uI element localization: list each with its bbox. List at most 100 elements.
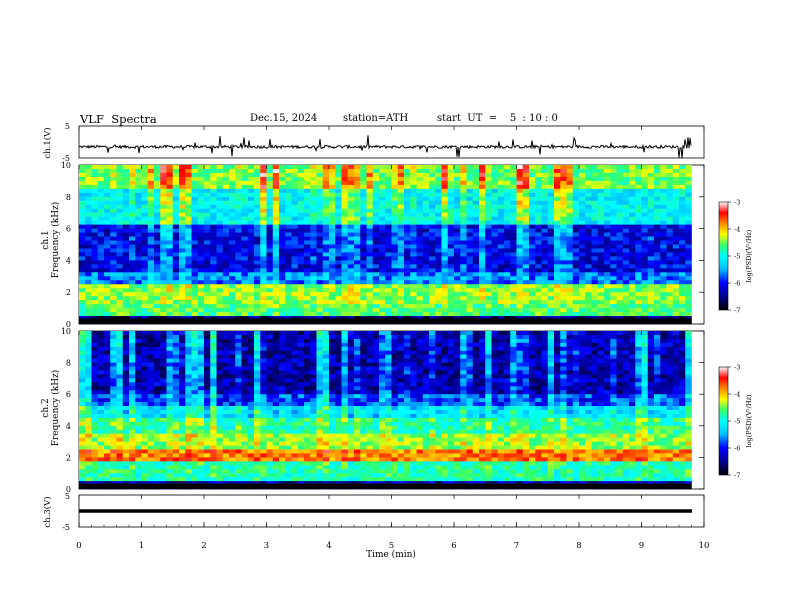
spectrogram-cell [185,280,192,285]
spectrogram-cell [429,366,436,371]
spectrogram-cell [541,264,549,269]
spectrogram-cell [354,180,361,186]
spectrogram-cell [166,208,174,213]
spectrogram-cell [647,228,655,233]
spectrogram-cell [154,342,161,348]
spectrogram-cell [229,212,236,217]
spectrogram-cell [529,244,536,249]
spectrogram-cell [685,184,692,190]
spectrogram-cell [360,354,367,359]
spectrogram-cell [416,350,424,355]
spectrogram-cell [372,366,380,371]
spectrogram-cell [635,268,642,273]
spectrogram-cell [604,176,611,182]
spectrogram-cell [272,228,280,233]
spectrogram-cell [629,180,636,186]
spectrogram-cell [685,300,692,305]
spectrogram-cell [360,184,367,190]
spectrogram-cell [97,240,105,245]
spectrogram-cell [647,216,655,221]
spectrogram-cell [472,204,480,210]
spectrogram-cell [566,331,574,336]
spectrogram-cell [566,176,574,182]
spectrogram-cell [435,220,442,225]
spectrogram-cell [635,292,642,297]
spectrogram-cell [91,316,99,321]
spectrogram-cell [316,272,324,277]
spectrogram-cell [360,228,367,233]
spectrogram-cell [210,220,217,225]
spectrogram-cell [341,184,349,190]
spectrogram-cell [85,200,92,206]
spectrogram-cell [597,180,605,186]
spectrogram-cell [391,204,399,210]
spectrogram-cell [579,284,586,289]
spectrogram-cell [372,252,380,257]
spectrogram-cell [491,220,499,225]
spectrogram-cell [660,304,667,309]
spectrogram-cell [322,232,330,237]
spectrogram-cell [497,200,505,206]
spectrogram-cell [391,212,399,217]
spectrogram-cell [504,244,511,249]
spectrogram-cell [79,338,86,344]
spectrogram-cell [122,224,130,229]
spectrogram-cell [254,316,261,321]
spectrogram-cell [279,172,286,178]
spectrogram-cell [422,342,430,348]
spectrogram-cell [541,228,549,233]
spectrogram-cell [579,192,586,198]
spectrogram-cell [135,184,142,190]
spectrogram-cell [585,192,592,198]
spectrogram-cell [191,168,199,174]
ch1-ylabel-frequency: Frequency (kHz) [50,202,61,279]
spectrogram-cell [447,370,455,375]
spectrogram-cell [622,334,630,340]
spectrogram-cell [522,358,530,363]
spectrogram-cell [360,248,367,253]
spectrogram-cell [541,196,549,202]
spectrogram-cell [79,252,86,257]
spectrogram-cell [491,288,499,293]
spectrogram-cell [260,188,267,194]
spectrogram-cell [85,358,92,363]
spectrogram-cell [154,220,161,225]
spectrogram-cell [279,276,286,281]
spectrogram-cell [660,264,667,269]
spectrogram-cell [672,346,680,352]
spectrogram-cell [610,224,617,229]
spectrogram-cell [379,284,386,289]
spectrogram-cell [441,212,449,217]
spectrogram-cell [516,200,524,206]
spectrogram-cell [129,196,136,202]
spectrogram-cell [529,236,536,241]
spectrogram-cell [135,176,142,182]
spectrogram-cell [129,358,136,363]
spectrogram-cell [629,208,636,213]
spectrogram-cell [529,192,536,198]
spectrogram-cell [554,212,561,217]
spectrogram-cell [666,308,674,313]
spectrogram-cell [641,216,649,221]
spectrogram-cell [335,280,342,285]
spectrogram-cell [466,362,474,367]
spectrogram-cell [629,220,636,225]
spectrogram-cell [316,248,324,253]
spectrogram-cell [210,346,217,352]
spectrogram-cell [285,342,292,348]
spectrogram-cell [672,358,680,363]
spectrogram-cell [485,184,492,190]
spectrogram-cell [197,200,205,206]
spectrogram-cell [297,350,305,355]
spectrogram-cell [397,184,405,190]
spectrogram-cell [254,338,261,344]
spectrogram-cell [79,334,86,340]
spectrogram-cell [404,220,411,225]
spectrogram-cell [310,296,317,301]
spectrogram-cell [504,256,511,261]
spectrogram-cell [304,176,311,182]
spectrogram-cell [354,244,361,249]
spectrogram-cell [85,300,92,305]
spectrogram-cell [147,256,155,261]
spectrogram-cell [260,252,267,257]
